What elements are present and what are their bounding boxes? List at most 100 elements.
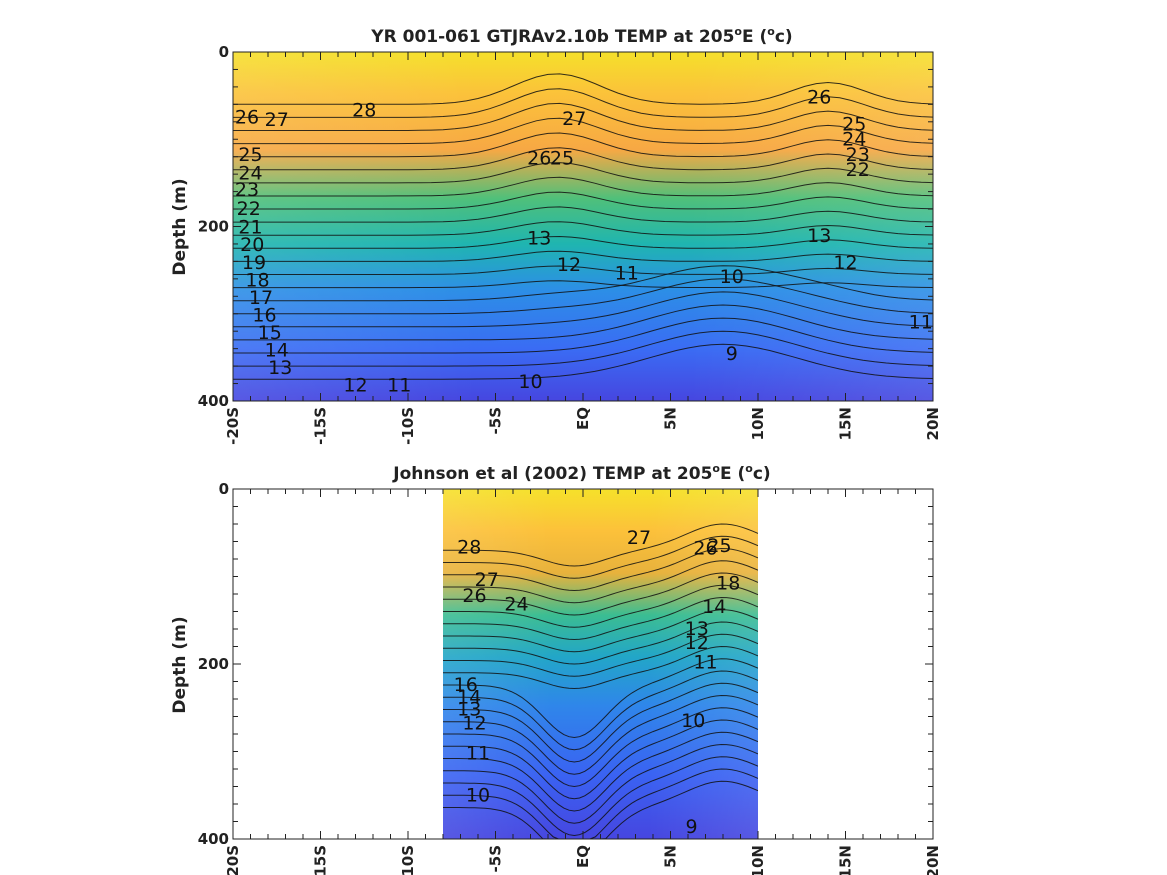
contour-label: 26 (693, 538, 717, 560)
y-tick-label: 200 (198, 218, 229, 236)
contour-label: 13 (685, 618, 709, 640)
contour-line (443, 707, 758, 788)
y-axis-label: Depth (m) (170, 616, 190, 713)
x-tick-label: -10S (399, 407, 417, 445)
contour-label: 26 (807, 86, 831, 108)
contour-label: 26 (462, 585, 486, 607)
contour-line (233, 117, 933, 145)
contour-line (443, 670, 758, 751)
y-tick-label: 400 (198, 830, 229, 848)
x-tick-label: -5S (487, 845, 505, 872)
title-superscript: o (745, 462, 753, 475)
contour-line (443, 731, 758, 812)
contour-line (233, 221, 933, 236)
contour-label: 12 (343, 374, 367, 396)
contour-label: 19 (242, 252, 266, 274)
title-superscript: o (712, 462, 720, 475)
contour-line (443, 756, 758, 837)
contour-label: 13 (457, 699, 481, 721)
contour-label: 12 (833, 252, 857, 274)
contour-line (233, 176, 933, 197)
contour-line (443, 547, 758, 592)
contour-line (443, 621, 758, 665)
contour-line (443, 645, 758, 690)
contour-label: 11 (615, 263, 639, 285)
contour-line (443, 523, 758, 567)
contour-label: 24 (842, 128, 866, 150)
contour-label: 16 (454, 674, 478, 696)
contour-line (233, 317, 933, 354)
x-tick-label: 15N (837, 845, 855, 875)
y-tick-label: 400 (198, 392, 229, 410)
contour-line (233, 235, 933, 249)
contour-line (443, 768, 758, 839)
contour-label: 22 (846, 159, 870, 181)
contour-label: 12 (685, 632, 709, 654)
temperature-field (443, 489, 758, 839)
contour-line (233, 265, 933, 302)
contour-line (233, 278, 933, 315)
contour-label: 24 (238, 162, 262, 184)
contour-label: 12 (557, 254, 581, 276)
contour-label: 28 (352, 99, 376, 121)
temperature-field (233, 52, 933, 401)
contour-label: 27 (265, 109, 289, 131)
contour-line (233, 162, 933, 184)
contour-label: 28 (457, 537, 481, 559)
contour-line (233, 132, 933, 158)
y-tick-label: 200 (198, 655, 229, 673)
contour-label: 26 (527, 147, 551, 169)
contour-line (443, 694, 758, 775)
contour-line (233, 280, 933, 289)
contour-line (233, 330, 933, 367)
contour-line (233, 304, 933, 341)
contour-label: 13 (268, 357, 292, 379)
contour-line (443, 719, 758, 800)
panel-bottom: Johnson et al (2002) TEMP at 205oE (oc) … (170, 462, 942, 875)
x-tick-label: 10N (749, 845, 767, 875)
contour-label: 22 (237, 198, 261, 220)
contour-label: 25 (238, 144, 262, 166)
contour-line (233, 191, 933, 210)
contour-line (233, 250, 933, 262)
contour-line (443, 658, 758, 739)
contour-line (443, 560, 758, 604)
contour-line (443, 596, 758, 641)
contour-label: 14 (457, 686, 481, 708)
contour-line (233, 88, 933, 118)
temperature-shade (443, 489, 758, 839)
contour-label: 11 (466, 742, 490, 764)
contour-label: 25 (842, 113, 866, 135)
contour-label: 10 (681, 710, 705, 732)
x-tick-label: -10S (399, 845, 417, 875)
contour-line (443, 535, 758, 579)
contour-label: 9 (726, 343, 738, 365)
contour-label: 25 (550, 147, 574, 169)
contour-label: 17 (249, 287, 273, 309)
contour-line (233, 147, 933, 171)
contour-label: 11 (909, 311, 933, 333)
x-tick-label: -20S (224, 845, 242, 875)
contour-line (443, 572, 758, 616)
contour-line (443, 682, 758, 763)
contour-label: 12 (462, 713, 486, 735)
title-superscript: o (734, 25, 742, 38)
contour-label: 27 (475, 569, 499, 591)
contour-label: 11 (693, 651, 717, 673)
contour-line (233, 291, 933, 328)
contour-label: 21 (238, 216, 262, 238)
contour-label: 10 (466, 784, 490, 806)
contour-line (443, 780, 758, 839)
x-tick-label: 15N (837, 407, 855, 440)
x-tick-label: 20N (924, 845, 942, 875)
contour-line (233, 343, 933, 380)
contour-label: 23 (846, 144, 870, 166)
contour-line (233, 265, 933, 275)
x-tick-label: 5N (662, 845, 680, 868)
contour-label: 23 (235, 179, 259, 201)
panel-top: YR 001-061 GTJRAv2.10b TEMP at 205oE (oc… (170, 25, 942, 445)
contour-label: 13 (807, 225, 831, 247)
x-tick-label: 10N (749, 407, 767, 440)
